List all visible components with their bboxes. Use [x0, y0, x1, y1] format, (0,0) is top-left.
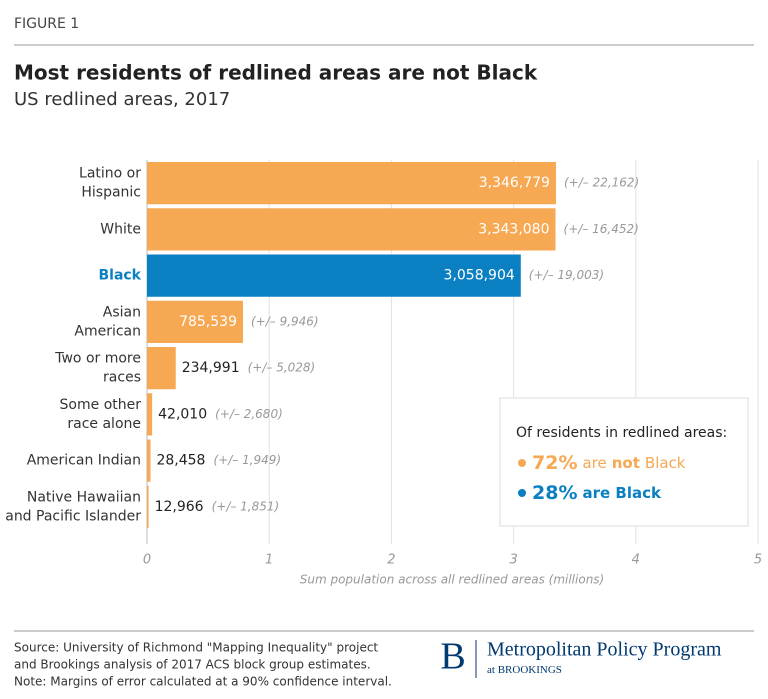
callout-text: are Black [582, 484, 662, 502]
chart-subtitle: US redlined areas, 2017 [14, 89, 230, 110]
value-label: 785,539 [179, 314, 237, 330]
bar [147, 439, 151, 482]
error-label: (+/– 9,946) [251, 314, 319, 328]
y-tick-label: Black [98, 268, 141, 284]
label-line: and Pacific Islander [5, 508, 141, 524]
value-label: 3,343,080 [478, 221, 549, 237]
label-line: races [103, 370, 141, 386]
error-label: (+/– 1,949) [213, 453, 281, 467]
label-line: Asian [103, 304, 141, 320]
source-line: Source: University of Richmond "Mapping … [14, 641, 378, 655]
callout-dot [518, 489, 526, 497]
callout-text: not [612, 454, 640, 472]
y-tick-label: White [100, 221, 141, 237]
callout-text: are [582, 454, 606, 472]
x-tick-label: 0 [143, 553, 151, 568]
value-label: 28,458 [156, 453, 205, 469]
label-line: Hispanic [81, 185, 141, 201]
value-label: 12,966 [155, 499, 204, 515]
y-tick-label: Some other race alone [60, 397, 142, 432]
bar [147, 347, 176, 390]
error-label: (+/– 16,452) [564, 222, 639, 236]
value-label: 3,346,779 [479, 175, 550, 191]
value-label: 42,010 [158, 406, 207, 422]
org: BROOKINGS [498, 664, 562, 676]
x-tick-label: 5 [754, 553, 762, 568]
callout-item: 28% are Black [532, 482, 662, 504]
org-prefix: at [487, 664, 495, 676]
callout-dot [518, 459, 526, 467]
program-name: Metropolitan Policy Program [487, 639, 722, 661]
org-name: at BROOKINGS [487, 664, 562, 676]
y-tick-label: Two or more races [54, 351, 141, 386]
label-line: American [74, 323, 141, 339]
y-tick-label: Native Hawaiian and Pacific Islander [5, 489, 141, 524]
bar [147, 300, 243, 343]
error-label: (+/– 19,003) [529, 268, 604, 282]
source-line: and Brookings analysis of 2017 ACS block… [14, 658, 371, 672]
error-label: (+/– 5,028) [248, 361, 316, 375]
x-axis-label: Sum population across all redlined areas… [300, 573, 604, 587]
value-label: 234,991 [182, 360, 240, 376]
bar [147, 162, 556, 205]
label-line: Two or more [54, 351, 141, 367]
callout-percent: 28% [532, 482, 577, 504]
callout-text: Black [645, 454, 686, 472]
callout-item: 72% are not Black [532, 452, 686, 474]
y-tick-label: Latino or Hispanic [79, 166, 141, 201]
bar [147, 254, 521, 297]
bar [147, 485, 149, 528]
x-tick-label: 1 [265, 553, 273, 568]
x-tick-label: 3 [509, 553, 517, 568]
callout-box [499, 397, 749, 527]
callout-percent: 72% [532, 452, 577, 474]
logo: B [440, 636, 465, 678]
error-label: (+/– 22,162) [564, 176, 639, 190]
source-line: Note: Margins of error calculated at a 9… [14, 675, 392, 689]
label-line: race alone [67, 416, 141, 432]
label-line: Some other [60, 397, 142, 413]
bar [147, 208, 556, 251]
error-label: (+/– 1,851) [212, 499, 280, 513]
chart-title: Most residents of redlined areas are not… [14, 61, 538, 85]
bar [147, 393, 153, 436]
y-tick-label: Asian American [74, 304, 141, 339]
value-label: 3,058,904 [444, 268, 515, 284]
label-line: Latino or [79, 166, 141, 182]
y-tick-label: American Indian [27, 453, 141, 469]
x-tick-label: 2 [387, 553, 395, 568]
error-label: (+/– 2,680) [215, 407, 283, 421]
label-line: Native Hawaiian [27, 489, 141, 505]
x-tick-label: 4 [632, 553, 640, 568]
callout-title: Of residents in redlined areas: [516, 425, 727, 441]
figure-label: FIGURE 1 [14, 16, 79, 32]
